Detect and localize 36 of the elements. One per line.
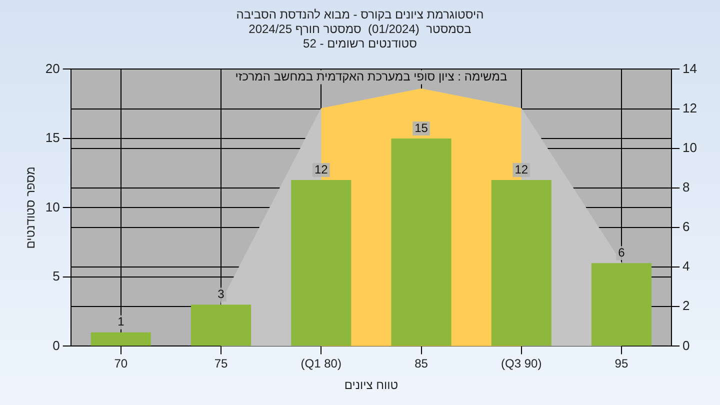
x-tick-label: 75 (214, 356, 228, 371)
data-label: 3 (218, 286, 225, 301)
y2-tick-label: 4 (682, 258, 690, 274)
bar (190, 304, 252, 346)
y2-tick-label: 2 (682, 298, 690, 314)
y2-tick-label: 6 (682, 219, 690, 234)
chart-title: היסטוגרמת ציונים בקורס - מבוא להנדסת הסביבה (236, 8, 484, 22)
annotation: במשימה : ציון סופי במערכת האקדמית במחשב המרכזי (235, 70, 508, 84)
x-tick-label: 95 (614, 356, 628, 371)
y2-tick-label: 10 (682, 140, 698, 155)
y-tick-label: 10 (45, 199, 60, 214)
data-label: 15 (414, 120, 428, 135)
x-tick-label: 85 (414, 356, 428, 371)
y2-tick-label: 12 (682, 100, 698, 116)
data-label: 1 (118, 314, 125, 329)
bar (491, 180, 552, 346)
bar (391, 138, 452, 346)
y2-tick-label: 14 (682, 60, 698, 76)
data-label: 12 (514, 162, 528, 176)
data-label: 6 (618, 245, 626, 260)
x-tick-label: 70 (114, 356, 128, 371)
x-tick-label: (Q1 80) (300, 356, 342, 371)
bar (591, 263, 652, 346)
x-axis-title: טווח ציונים (344, 378, 398, 392)
bar (291, 180, 352, 346)
y-tick-label: 5 (52, 268, 60, 284)
chart-subtitle: בסמסטר (01/2024) סמסטר חורף 2024/25 סטודנטים רשומים - 52 (248, 22, 472, 50)
y2-tick-label: 8 (682, 179, 690, 194)
y-tick-label: 15 (45, 130, 60, 146)
x-tick-label: (Q3 90) (501, 356, 542, 371)
bar (90, 332, 151, 346)
y-axis-title: מספר סטודנטים (24, 166, 38, 249)
y-tick-label: 20 (45, 60, 60, 76)
y-tick-label: 0 (52, 338, 60, 353)
data-label: 12 (314, 162, 328, 176)
y2-tick-label: 0 (682, 338, 690, 353)
